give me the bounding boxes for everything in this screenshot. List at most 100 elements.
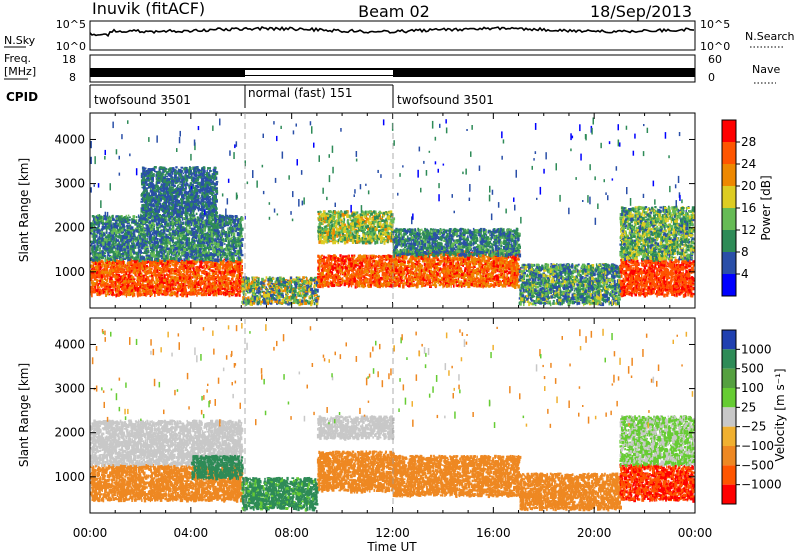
heatmap-cell [131,268,133,271]
heatmap-cell [99,263,101,266]
heatmap-cell [197,290,199,292]
heatmap-cell [142,268,144,270]
heatmap-cell [165,250,167,253]
heatmap-cell [196,224,197,228]
heatmap-cell [170,251,173,253]
heatmap-cell [199,251,201,254]
heatmap-cell [239,290,241,293]
heatmap-cell [208,231,210,233]
heatmap-cell [96,240,98,242]
heatmap-cell [197,244,200,247]
heatmap-cell [174,245,176,247]
heatmap-cell [203,241,204,243]
heatmap-cell [240,222,242,226]
heatmap-cell [155,237,157,240]
heatmap-cell [180,234,183,237]
heatmap-cell [136,270,138,272]
heatmap-cell [206,219,208,221]
heatmap-cell [116,217,118,220]
heatmap-cell [111,277,112,280]
heatmap-cell [239,231,240,233]
heatmap-cell [117,245,120,247]
heatmap-cell [122,255,125,257]
heatmap-cell [149,275,151,277]
heatmap-cell [119,291,122,294]
heatmap-cell [117,247,119,249]
heatmap-cell [188,244,189,246]
heatmap-cell [157,238,159,240]
heatmap-cell [97,227,99,229]
heatmap-cell [231,278,233,280]
heatmap-cell [225,270,227,273]
heatmap-cell [194,280,196,284]
heatmap-cell [143,290,145,293]
heatmap-cell [137,228,138,230]
heatmap-cell [98,286,100,288]
heatmap-cell [176,282,179,284]
heatmap-cell [159,291,160,293]
heatmap-cell [128,280,130,283]
heatmap-cell [103,274,106,278]
heatmap-cell [112,244,113,246]
freq-label-1: Freq. [4,52,31,65]
heatmap-cell [202,218,204,220]
heatmap-cell [143,221,145,224]
heatmap-cell [220,257,222,261]
heatmap-cell [181,242,184,244]
heatmap-cell [221,233,223,235]
nsky-panel: N.Sky 10^5 10^0 10^5 10^0 N.Search [4,18,795,53]
heatmap-cell [91,243,93,245]
heatmap-cell [92,262,94,264]
heatmap-cell [101,240,102,243]
heatmap-cell [239,257,240,260]
heatmap-cell [229,253,231,257]
heatmap-cell [207,286,210,288]
heatmap-cell [193,248,196,250]
heatmap-cell [233,281,235,283]
heatmap-cell [150,271,152,274]
heatmap-cell [115,225,118,228]
heatmap-cell [237,232,240,236]
heatmap-cell [143,243,145,247]
heatmap-cell [240,231,242,234]
heatmap-cell [143,275,145,277]
heatmap-cell [143,242,145,244]
heatmap-cell [233,215,234,217]
heatmap-cell [171,216,174,218]
heatmap-cell [133,278,135,280]
heatmap-cell [203,220,205,224]
heatmap-cell [187,267,189,270]
heatmap-cell [99,291,101,294]
nave-label: Nave [752,63,780,76]
heatmap-cell [162,260,164,263]
heatmap-cell [210,290,212,292]
heatmap-cell [221,272,223,275]
heatmap-cell [98,275,100,278]
heatmap-cell [177,285,180,288]
heatmap-cell [178,224,180,226]
heatmap-cell [241,244,243,247]
heatmap-cell [175,258,177,260]
heatmap-cell [106,268,109,271]
heatmap-cell [207,247,210,250]
heatmap-cell [221,276,223,279]
heatmap-cell [181,232,184,234]
heatmap-cell [154,281,156,284]
heatmap-cell [213,227,215,229]
heatmap-cell [180,224,182,228]
heatmap-cell [174,282,176,285]
heatmap-cell [228,247,230,249]
heatmap-cell [192,285,194,288]
heatmap-cell [208,290,210,294]
heatmap-cell [196,239,197,241]
heatmap-cell [167,251,170,253]
heatmap-cell [139,223,141,226]
heatmap-cell [187,294,188,298]
heatmap-cell [209,254,211,256]
heatmap-cell [139,254,141,256]
heatmap-cell [91,272,94,274]
heatmap-cell [93,216,95,218]
heatmap-cell [178,250,181,253]
heatmap-cell [225,293,227,296]
heatmap-cell [181,253,184,255]
